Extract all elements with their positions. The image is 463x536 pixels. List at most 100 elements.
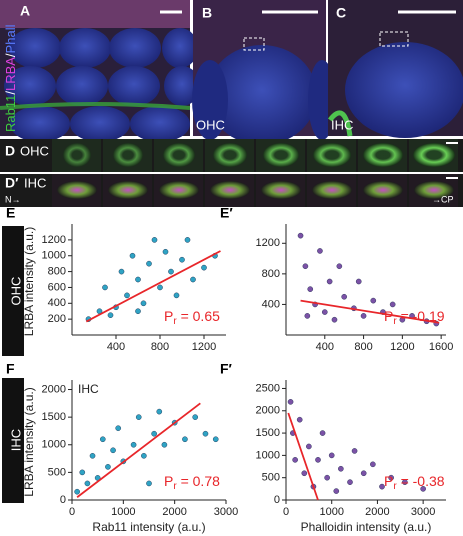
scatter-point (182, 436, 188, 443)
y-tick-label: 800 (262, 268, 280, 280)
scatter-point (351, 448, 358, 454)
scatter-point (190, 276, 196, 283)
scatter-point (341, 293, 347, 300)
x-tick-label: 2000 (162, 506, 186, 518)
corr-symbol: P (164, 473, 173, 489)
y-tick-label: 1500 (42, 411, 66, 423)
scatter-point (317, 248, 323, 254)
correlation: Pr = 0.65 (164, 308, 220, 327)
y-tick-label: 0 (60, 494, 66, 506)
row-tag-box (2, 226, 24, 356)
scatter-point (336, 263, 343, 270)
scatter-point (162, 248, 169, 255)
tile-ring (363, 143, 403, 167)
y-tick-label: 200 (48, 313, 66, 325)
corr-sub: r (173, 316, 177, 327)
panel-letter: D (5, 143, 15, 159)
scatter-point (321, 309, 328, 315)
x-tick-label: 0 (69, 506, 75, 518)
scatter-point (184, 237, 191, 243)
y-tick-label: 800 (48, 265, 66, 277)
y-tick-label: 1500 (256, 427, 280, 439)
scatter-point (370, 461, 376, 468)
scatter-point (388, 474, 394, 481)
scatter-point (79, 469, 86, 476)
tile-ring (263, 143, 299, 167)
x-tick-label: 1000 (111, 506, 135, 518)
axis-note: N→ (5, 194, 21, 204)
scatter-point (157, 284, 163, 291)
inset-label: IHC (78, 382, 99, 396)
panel-letter: B (202, 5, 212, 21)
panel-label: IHC (24, 175, 46, 190)
stain-sep: / (3, 91, 18, 95)
row-tag-box (2, 378, 24, 503)
scatter-point (124, 292, 130, 299)
scatter-point (156, 408, 163, 415)
scatter-point (130, 441, 137, 448)
panel-letter: E′ (220, 205, 233, 221)
x-tick-label: 1200 (192, 341, 216, 353)
x-axis-label: Phalloidin intensity (a.u.) (301, 520, 432, 534)
y-tick-label: 1000 (42, 439, 66, 451)
scatter-point (84, 480, 91, 487)
scatter-point (141, 453, 147, 459)
panel-letter: C (336, 5, 346, 21)
y-tick-label: 1000 (42, 250, 66, 262)
y-axis-label: LRBA intensity (a.u.) (22, 387, 36, 496)
x-tick-label: 2000 (365, 506, 389, 518)
panel-letter: D′ (5, 175, 19, 191)
panel-label: OHC (20, 143, 49, 158)
fit-line (287, 412, 319, 501)
scatter-point (338, 465, 344, 472)
scatter-point (355, 278, 362, 285)
tile-ring (63, 143, 91, 167)
scatter-point (201, 264, 207, 271)
correlation: Pr = -0.19 (384, 308, 445, 327)
corr-symbol: P (384, 308, 393, 324)
tile-blob (363, 181, 403, 199)
panel-label: OHC (196, 117, 225, 132)
scatter-point (129, 252, 136, 259)
scatter-point (212, 436, 219, 443)
y-tick-label: 2000 (42, 383, 66, 395)
panel-b-image (192, 0, 336, 145)
scatter-point (297, 232, 304, 239)
y-tick-label: 2500 (256, 382, 280, 394)
scatter-point (326, 278, 333, 285)
scatter-point (370, 297, 377, 304)
tiles (52, 139, 458, 207)
tile-blob (57, 181, 97, 199)
y-tick-label: 500 (48, 466, 66, 478)
scatter-point (331, 316, 338, 323)
scatter-point (179, 256, 185, 263)
scatter-point (168, 268, 174, 275)
scatter-point (302, 263, 309, 270)
scatter-point (115, 425, 121, 431)
y-tick-label: 1000 (256, 449, 280, 461)
row-tag: IHC (8, 429, 23, 451)
tile-blob (210, 181, 250, 199)
tile-ring (113, 143, 143, 167)
scatter-point (360, 470, 367, 477)
scatter-point (118, 268, 125, 275)
panel-a-image (0, 0, 200, 142)
y-axis-label: LRBA intensity (a.u.) (22, 227, 36, 336)
corr-value: = -0.38 (397, 473, 445, 489)
panel-letter: E (6, 205, 15, 221)
y-tick-label: 1200 (42, 234, 66, 246)
tile-blob (159, 181, 199, 199)
scatter-point (105, 464, 111, 470)
fit-line (300, 299, 440, 324)
tile-ring (213, 143, 247, 167)
panel-letter: A (20, 3, 30, 19)
scatter-point (100, 436, 106, 443)
corr-symbol: P (164, 308, 173, 324)
panel-label: IHC (331, 117, 353, 132)
scatter-point (110, 447, 116, 454)
tile-ring (313, 143, 351, 167)
scatter-point (173, 292, 180, 299)
scatter-point (402, 479, 408, 485)
fit-line (85, 250, 221, 323)
stain-phall: Phall (3, 24, 18, 53)
